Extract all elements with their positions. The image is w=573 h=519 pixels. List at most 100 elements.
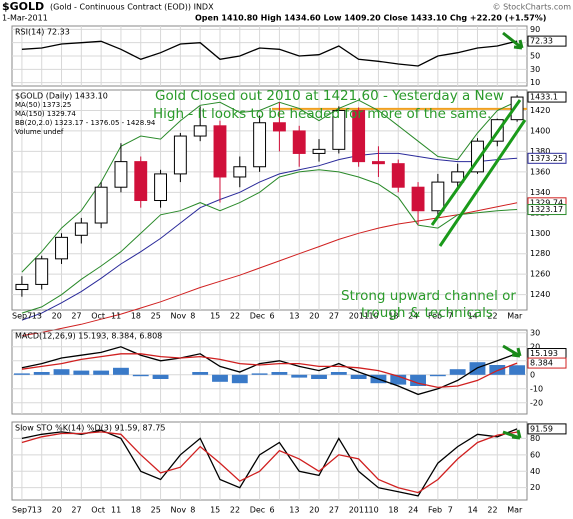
series-line (21, 428, 518, 497)
value-tag: 15.193 (530, 349, 558, 358)
legend: MA(50) 1373.25 (15, 101, 71, 109)
x-tick-label: 20 (52, 312, 62, 321)
x-tick-label: 2011 (349, 312, 369, 321)
histogram-bar (113, 367, 129, 375)
legend: Volume undef (15, 128, 64, 136)
legend: BB(20,2.0) 1323.17 - 1376.05 - 1428.94 (15, 119, 156, 127)
histogram-bar (53, 369, 70, 375)
legend: $GOLD (Daily) 1433.10 (15, 92, 108, 101)
x-tick-label: 11 (111, 312, 121, 321)
candle-body (35, 258, 49, 285)
series-line (21, 346, 518, 396)
y-tick-label: 30 (530, 65, 540, 74)
candle-body (471, 140, 484, 173)
y-tick-label: 20 (530, 483, 540, 492)
histogram-bar (311, 374, 327, 379)
x-tick-label: 2011 (349, 506, 369, 515)
histogram-bar (509, 365, 526, 375)
series-line (21, 152, 518, 321)
value-tag-box (527, 204, 567, 216)
histogram-bar (231, 374, 248, 384)
x-tick-label: 13 (289, 506, 299, 515)
x-tick-label: Oct (91, 506, 105, 515)
x-tick-label: Sep7 (12, 506, 32, 515)
panel-frame (11, 89, 528, 311)
candle-body (332, 109, 346, 150)
x-tick-label: 8 (190, 506, 195, 515)
candle-body (372, 161, 385, 165)
histogram-bar (73, 370, 90, 375)
x-tick-label: Dec (250, 506, 265, 515)
y-tick-label: 40 (530, 467, 540, 476)
x-tick-label: 14 (468, 506, 478, 515)
candle-body (15, 283, 29, 291)
y-tick-label: 1360 (530, 167, 550, 176)
x-tick-label: 20 (52, 506, 62, 515)
candle-body (312, 148, 326, 154)
y-tick-label: 90 (530, 25, 540, 34)
x-tick-label: 25 (151, 312, 161, 321)
x-tick-label: 27 (71, 312, 81, 321)
x-tick-label: Mar (507, 312, 523, 321)
x-tick-label: 7 (448, 506, 453, 515)
candle-body (74, 222, 88, 236)
value-tag-box (527, 91, 567, 103)
value-tag: 1323.17 (530, 205, 563, 214)
value-tag-box (527, 423, 567, 435)
x-tick-label: 13 (289, 312, 299, 321)
x-tick-label: 11 (111, 506, 121, 515)
x-tick-label: 18 (388, 312, 398, 321)
x-tick-label: Oct (91, 312, 105, 321)
x-tick-label: Nov (170, 312, 186, 321)
histogram-bar (271, 372, 288, 375)
candle-body (193, 125, 207, 137)
histogram-bar (350, 374, 367, 379)
series-line (21, 169, 518, 314)
decoration (438, 119, 527, 247)
x-tick-label: 27 (329, 312, 339, 321)
y-tick-label: 20 (530, 342, 540, 351)
legend: MA(150) 1329.74 (15, 110, 76, 118)
annotation: Strong upward channel or (341, 288, 516, 304)
y-tick-label: 50 (530, 52, 540, 61)
x-tick-label: Sep7 (12, 312, 32, 321)
y-tick-label: 1280 (530, 249, 550, 258)
x-tick-label: 6 (270, 312, 275, 321)
x-tick-label: 15 (210, 312, 220, 321)
annotation: High - It looks to be headed for more of… (153, 106, 491, 122)
series-line (21, 431, 518, 494)
symbol: $GOLD (2, 0, 44, 13)
y-tick-label: 1240 (530, 290, 550, 299)
y-tick-label: 1340 (530, 188, 550, 197)
x-tick-label: 8 (190, 312, 195, 321)
x-tick-label: 22 (230, 312, 240, 321)
decoration (502, 344, 522, 358)
annotation: Gold Closed out 2010 at 1421.60 - Yester… (155, 88, 504, 104)
candle-body (391, 163, 405, 188)
legend: Slow STO %K(14) %D(3) 91.59, 87.75 (15, 424, 165, 433)
y-tick-label: 1260 (530, 270, 550, 279)
value-tag: 8.384 (530, 359, 553, 368)
date: 1-Mar-2011 (2, 14, 48, 23)
value-tag-box (527, 357, 567, 369)
value-tag: 1373.25 (530, 154, 563, 163)
value-tag-box (527, 152, 567, 164)
y-tick-label: -20 (530, 398, 543, 407)
x-tick-label: Feb (428, 506, 442, 515)
candle-body (173, 135, 187, 175)
x-tick-label: 22 (487, 506, 497, 515)
x-tick-label: 20 (309, 506, 319, 515)
histogram-bar (410, 374, 426, 386)
x-tick-label: 6 (270, 506, 275, 515)
series-line (21, 40, 518, 67)
x-tick-label: 18 (131, 312, 141, 321)
copyright: © StockCharts.com (493, 3, 572, 12)
histogram-bar (132, 374, 149, 377)
y-tick-label: 1420 (530, 106, 550, 115)
value-tag: 91.59 (530, 424, 553, 433)
candle-body (352, 109, 366, 163)
legend: MACD(12,26,9) 15.193, 8.384, 6.808 (15, 332, 162, 341)
histogram-bar (291, 374, 308, 378)
histogram-bar (93, 370, 110, 375)
x-tick-label: 27 (329, 506, 339, 515)
